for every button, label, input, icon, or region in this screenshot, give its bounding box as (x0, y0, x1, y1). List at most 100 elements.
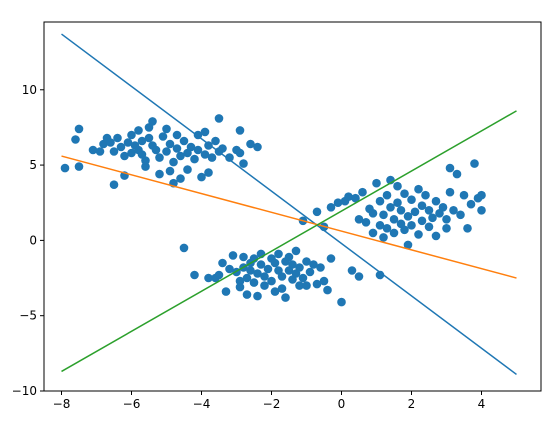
fit-line-2 (61, 155, 517, 279)
scatter-point (403, 212, 413, 221)
scatter-point (417, 201, 427, 210)
scatter-point (323, 285, 332, 295)
scatter-point (470, 159, 479, 168)
scatter-point (88, 145, 98, 155)
y-axis: −10 −5 0 5 10 (12, 83, 44, 398)
scatter-point (449, 206, 458, 215)
scatter-point (477, 190, 486, 200)
scatter-point (284, 252, 294, 262)
scatter-point (344, 192, 353, 201)
scatter-point (298, 273, 308, 283)
scatter-point (400, 225, 409, 235)
scatter-point (431, 231, 441, 241)
scatter-point (361, 218, 371, 227)
scatter-point (239, 159, 248, 168)
scatter-point (263, 264, 273, 274)
scatter-point (302, 281, 311, 290)
scatter-point (235, 126, 245, 135)
scatter-point (456, 210, 465, 220)
scatter-point (158, 132, 168, 141)
scatter-point (176, 174, 185, 183)
scatter-point (379, 233, 388, 242)
scatter-point (288, 260, 297, 269)
scatter-point (424, 222, 434, 232)
scatter-point (204, 168, 213, 177)
scatter-point (169, 157, 178, 167)
scatter-point (421, 190, 430, 200)
scatter-point (148, 117, 157, 126)
scatter-point (246, 139, 255, 149)
scatter-point (316, 263, 325, 272)
scatter-point (155, 169, 164, 179)
scatter-point (400, 189, 409, 198)
scatter-point (253, 269, 262, 278)
scatter-point (74, 162, 84, 171)
scatter-point (95, 147, 105, 156)
x-tick-label: 4 (478, 397, 486, 411)
scatter-point (358, 187, 367, 197)
scatter-point (165, 139, 175, 149)
x-tick-label: −4 (193, 397, 211, 411)
scatter-point (193, 145, 203, 155)
scatter-point (113, 133, 122, 143)
scatter-point (438, 203, 448, 212)
scatter-point (414, 184, 423, 194)
scatter-point (141, 162, 150, 171)
x-tick-label: −8 (53, 397, 71, 411)
scatter-point (137, 136, 147, 146)
scatter-point (134, 126, 143, 135)
scatter-point (379, 210, 388, 220)
scatter-point (225, 264, 234, 274)
scatter-point (393, 198, 402, 207)
scatter-point (242, 290, 252, 299)
scatter-point (389, 215, 399, 224)
scatter-point (190, 154, 199, 164)
scatter-point (190, 270, 199, 280)
scatter-point (466, 199, 476, 209)
scatter-point (197, 172, 206, 182)
scatter-point (179, 243, 189, 253)
scatter-point (186, 142, 196, 152)
scatter-point (351, 193, 360, 203)
scatter-point (235, 148, 245, 158)
scatter-point (242, 273, 252, 283)
plot-content (60, 114, 486, 307)
scatter-point (393, 181, 402, 191)
scatter-point (375, 270, 385, 280)
scatter-point (407, 221, 416, 230)
scatter-point (305, 267, 315, 277)
x-tick-label: −2 (263, 397, 281, 411)
scatter-point (74, 124, 84, 134)
scatter-point (326, 203, 336, 212)
scatter-point (386, 203, 395, 212)
y-tick-label: −5 (19, 309, 37, 323)
scatter-point (417, 216, 427, 226)
x-tick-label: −6 (123, 397, 141, 411)
scatter-point (228, 251, 238, 260)
scatter-point (116, 142, 126, 152)
scatter-point (162, 124, 171, 134)
scatter-point (225, 153, 234, 162)
scatter-point (274, 249, 283, 259)
scatter-point (109, 147, 119, 156)
scatter-point (155, 153, 164, 162)
scatter-point (347, 266, 357, 275)
scatter-point (71, 135, 80, 144)
scatter-point (368, 209, 378, 218)
scatter-point (214, 270, 224, 280)
scatter-point (326, 254, 336, 263)
scatter-point (382, 190, 392, 200)
scatter-point (431, 196, 441, 206)
scatter-point (60, 163, 70, 173)
scatter-point (172, 130, 182, 140)
scatter-point (256, 260, 266, 269)
scatter-point (368, 228, 378, 238)
scatter-point (144, 133, 154, 143)
scatter-point (127, 130, 136, 140)
scatter-point (179, 136, 189, 146)
scatter-point (141, 156, 150, 165)
scatter-point (396, 206, 406, 215)
scatter-point (109, 180, 119, 189)
